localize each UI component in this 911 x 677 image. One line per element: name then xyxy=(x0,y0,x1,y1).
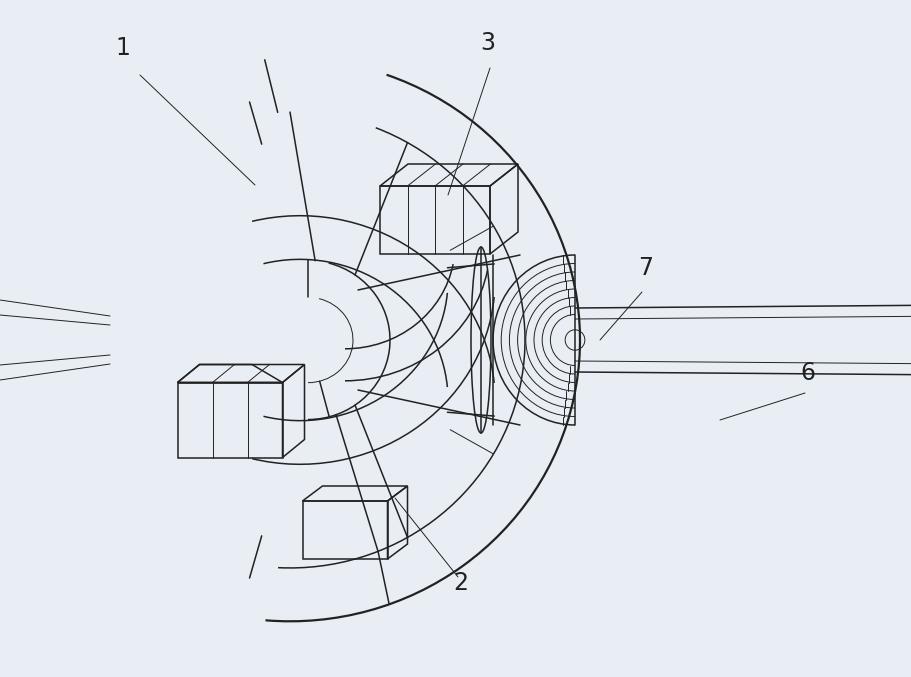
Text: 2: 2 xyxy=(453,571,468,595)
Text: 1: 1 xyxy=(115,36,130,60)
Text: 7: 7 xyxy=(638,256,653,280)
Text: 3: 3 xyxy=(480,31,495,55)
Text: 6: 6 xyxy=(800,361,815,385)
